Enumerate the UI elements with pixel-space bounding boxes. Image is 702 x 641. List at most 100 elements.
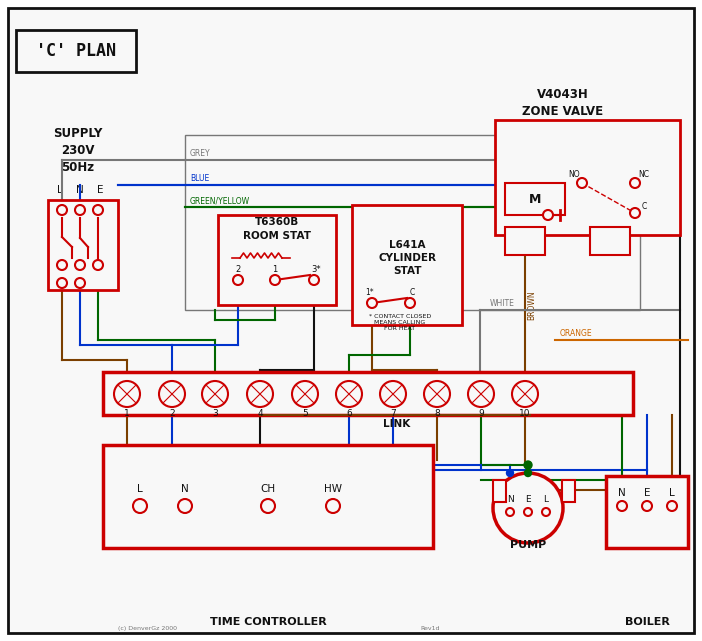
Circle shape	[630, 208, 640, 218]
Text: L: L	[669, 488, 675, 498]
Text: 1*: 1*	[366, 288, 374, 297]
Text: N: N	[181, 484, 189, 494]
Text: 'C' PLAN: 'C' PLAN	[36, 42, 116, 60]
Text: N: N	[507, 495, 513, 504]
Text: Rev1d: Rev1d	[420, 626, 439, 631]
Text: (c) DenverGz 2000: (c) DenverGz 2000	[118, 626, 177, 631]
Bar	[495, 120, 680, 235]
Text: NC: NC	[639, 170, 649, 179]
Circle shape	[75, 260, 85, 270]
Circle shape	[233, 275, 243, 285]
Bar	[606, 476, 688, 548]
Text: C: C	[642, 202, 647, 211]
Bar	[103, 372, 633, 415]
Text: 3*: 3*	[311, 265, 321, 274]
Text: WHITE: WHITE	[490, 299, 515, 308]
Text: 4: 4	[257, 408, 263, 417]
Bar	[16, 30, 136, 72]
Bar	[493, 480, 506, 502]
Text: CH: CH	[260, 484, 276, 494]
Text: N: N	[618, 488, 626, 498]
Circle shape	[309, 275, 319, 285]
Circle shape	[380, 381, 406, 407]
Circle shape	[667, 501, 677, 511]
Text: GREEN/YELLOW: GREEN/YELLOW	[190, 196, 250, 205]
Circle shape	[114, 381, 140, 407]
Text: BOILER: BOILER	[625, 617, 670, 627]
Text: E: E	[525, 495, 531, 504]
Circle shape	[159, 381, 185, 407]
Circle shape	[512, 381, 538, 407]
Circle shape	[524, 508, 532, 516]
Circle shape	[57, 278, 67, 288]
Text: 7: 7	[390, 408, 396, 417]
Circle shape	[336, 381, 362, 407]
Text: L: L	[543, 495, 548, 504]
Circle shape	[617, 501, 627, 511]
Text: SUPPLY
230V
50Hz: SUPPLY 230V 50Hz	[53, 126, 102, 174]
Circle shape	[424, 381, 450, 407]
Circle shape	[57, 260, 67, 270]
Circle shape	[493, 473, 563, 543]
Circle shape	[75, 278, 85, 288]
Text: 6: 6	[346, 408, 352, 417]
Text: L: L	[57, 185, 63, 195]
Text: NO: NO	[568, 170, 580, 179]
Text: 9: 9	[478, 408, 484, 417]
Text: V4043H
ZONE VALVE: V4043H ZONE VALVE	[522, 88, 604, 118]
Text: * CONTACT CLOSED
MEANS CALLING
FOR HEAT: * CONTACT CLOSED MEANS CALLING FOR HEAT	[369, 313, 431, 331]
Circle shape	[93, 260, 103, 270]
Bar	[103, 445, 433, 548]
Circle shape	[543, 210, 553, 220]
Circle shape	[506, 508, 514, 516]
Circle shape	[524, 469, 531, 476]
Text: HW: HW	[324, 484, 342, 494]
Circle shape	[507, 469, 513, 476]
Bar	[185, 135, 640, 310]
Circle shape	[326, 499, 340, 513]
Circle shape	[577, 178, 587, 188]
Circle shape	[202, 381, 228, 407]
Circle shape	[292, 381, 318, 407]
Text: E: E	[644, 488, 650, 498]
Text: E: E	[97, 185, 103, 195]
Text: 2: 2	[235, 265, 241, 274]
Text: TIME CONTROLLER: TIME CONTROLLER	[210, 617, 326, 627]
Circle shape	[261, 499, 275, 513]
Bar	[352, 205, 462, 325]
Circle shape	[630, 178, 640, 188]
Text: 10: 10	[519, 408, 531, 417]
Text: 5: 5	[302, 408, 308, 417]
Circle shape	[93, 205, 103, 215]
Text: T6360B
ROOM STAT: T6360B ROOM STAT	[243, 217, 311, 240]
Text: GREY: GREY	[190, 149, 211, 158]
Bar	[505, 183, 565, 215]
Bar	[48, 200, 118, 290]
Text: 1: 1	[124, 408, 130, 417]
Text: L: L	[137, 484, 143, 494]
Text: PUMP: PUMP	[510, 540, 546, 550]
Circle shape	[270, 275, 280, 285]
Circle shape	[133, 499, 147, 513]
Circle shape	[405, 298, 415, 308]
Circle shape	[75, 205, 85, 215]
Text: N: N	[76, 185, 84, 195]
Bar	[590, 227, 630, 255]
Text: M: M	[529, 192, 541, 206]
Circle shape	[542, 508, 550, 516]
Bar	[562, 480, 575, 502]
Text: C: C	[409, 288, 415, 297]
Text: 1: 1	[272, 265, 277, 274]
Circle shape	[642, 501, 652, 511]
Text: ORANGE: ORANGE	[560, 329, 592, 338]
Text: 2: 2	[169, 408, 175, 417]
Circle shape	[178, 499, 192, 513]
Circle shape	[524, 461, 532, 469]
Circle shape	[247, 381, 273, 407]
Circle shape	[367, 298, 377, 308]
Circle shape	[468, 381, 494, 407]
Text: L641A
CYLINDER
STAT: L641A CYLINDER STAT	[378, 240, 436, 276]
Text: BLUE: BLUE	[190, 174, 209, 183]
Text: 3: 3	[212, 408, 218, 417]
Text: 8: 8	[434, 408, 440, 417]
